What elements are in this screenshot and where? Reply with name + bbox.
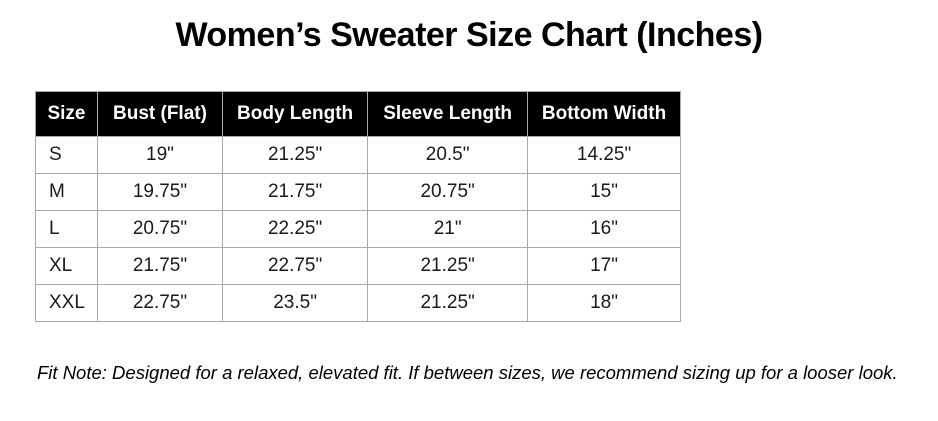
table-cell-size: M xyxy=(35,173,98,211)
header-cell-size: Size xyxy=(35,91,98,137)
table-cell-size: XXL xyxy=(35,284,98,322)
header-cell-sleeve-length: Sleeve Length xyxy=(367,91,529,137)
table-cell-body-length: 23.5" xyxy=(222,284,369,322)
table-cell-sleeve-length: 21.25" xyxy=(367,247,529,285)
table-cell-bust: 21.75" xyxy=(96,247,224,285)
page-title: Women’s Sweater Size Chart (Inches) xyxy=(175,16,763,54)
table-row: L 20.75" 22.25" 21" 16" xyxy=(35,210,681,248)
table-cell-body-length: 22.75" xyxy=(222,247,369,285)
table-cell-sleeve-length: 20.75" xyxy=(367,173,529,211)
table-cell-sleeve-length: 21.25" xyxy=(367,284,529,322)
table-row: XL 21.75" 22.75" 21.25" 17" xyxy=(35,247,681,285)
header-cell-body-length: Body Length xyxy=(222,91,369,137)
table-cell-bust: 22.75" xyxy=(96,284,224,322)
table-header-row: Size Bust (Flat) Body Length Sleeve Leng… xyxy=(35,91,681,137)
table-row: S 19" 21.25" 20.5" 14.25" xyxy=(35,136,681,174)
table-cell-body-length: 21.25" xyxy=(222,136,369,174)
table-cell-bottom-width: 17" xyxy=(527,247,681,285)
header-cell-bottom-width: Bottom Width xyxy=(527,91,681,137)
table-cell-body-length: 21.75" xyxy=(222,173,369,211)
table-cell-size: XL xyxy=(35,247,98,285)
table-cell-bottom-width: 18" xyxy=(527,284,681,322)
table-cell-bottom-width: 16" xyxy=(527,210,681,248)
size-chart-table: Size Bust (Flat) Body Length Sleeve Leng… xyxy=(35,91,681,322)
header-cell-bust: Bust (Flat) xyxy=(96,91,224,137)
table-row: XXL 22.75" 23.5" 21.25" 18" xyxy=(35,284,681,322)
table-cell-bottom-width: 14.25" xyxy=(527,136,681,174)
fit-note: Fit Note: Designed for a relaxed, elevat… xyxy=(37,362,898,383)
table-cell-bust: 20.75" xyxy=(96,210,224,248)
table-cell-body-length: 22.25" xyxy=(222,210,369,248)
table-cell-sleeve-length: 20.5" xyxy=(367,136,529,174)
table-cell-sleeve-length: 21" xyxy=(367,210,529,248)
table-cell-bottom-width: 15" xyxy=(527,173,681,211)
table-cell-bust: 19" xyxy=(96,136,224,174)
table-cell-size: L xyxy=(35,210,98,248)
table-row: M 19.75" 21.75" 20.75" 15" xyxy=(35,173,681,211)
table-cell-bust: 19.75" xyxy=(96,173,224,211)
table-cell-size: S xyxy=(35,136,98,174)
